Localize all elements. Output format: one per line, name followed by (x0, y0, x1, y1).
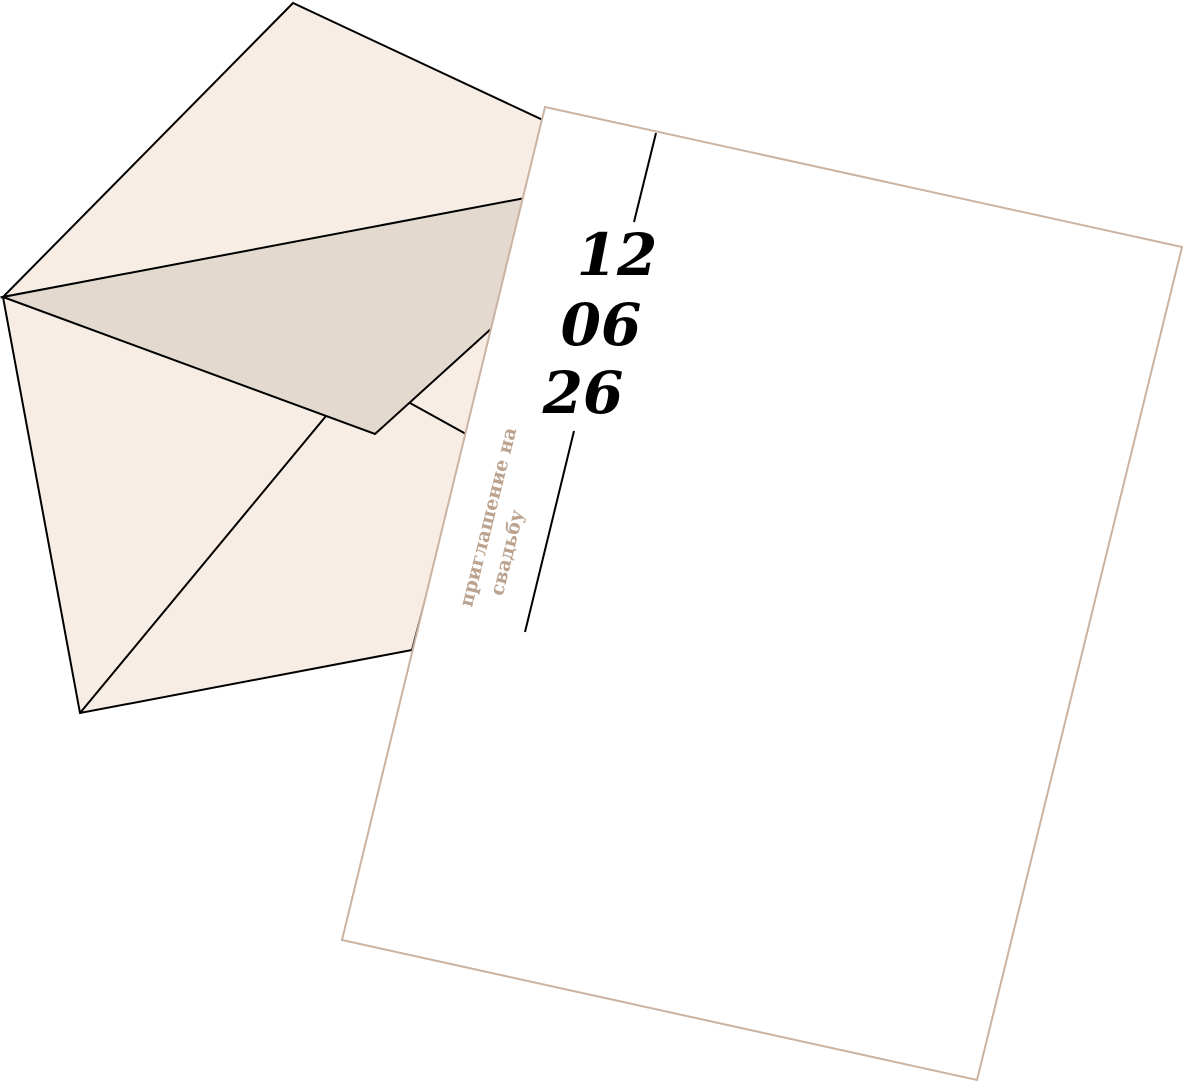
date-month: 06 (561, 291, 642, 359)
card-sheet (340, 105, 1184, 1082)
date-year: 26 (542, 359, 624, 427)
invitation-card: 12 06 26 приглашение на свадьбу (340, 105, 1184, 1082)
top-rule-line (633, 132, 657, 223)
envelope-fold-line (79, 415, 327, 714)
envelope (0, 1, 547, 715)
envelope-fold-line-right (409, 402, 467, 435)
date-day: 12 (577, 221, 658, 289)
bottom-rule-line (524, 430, 575, 633)
